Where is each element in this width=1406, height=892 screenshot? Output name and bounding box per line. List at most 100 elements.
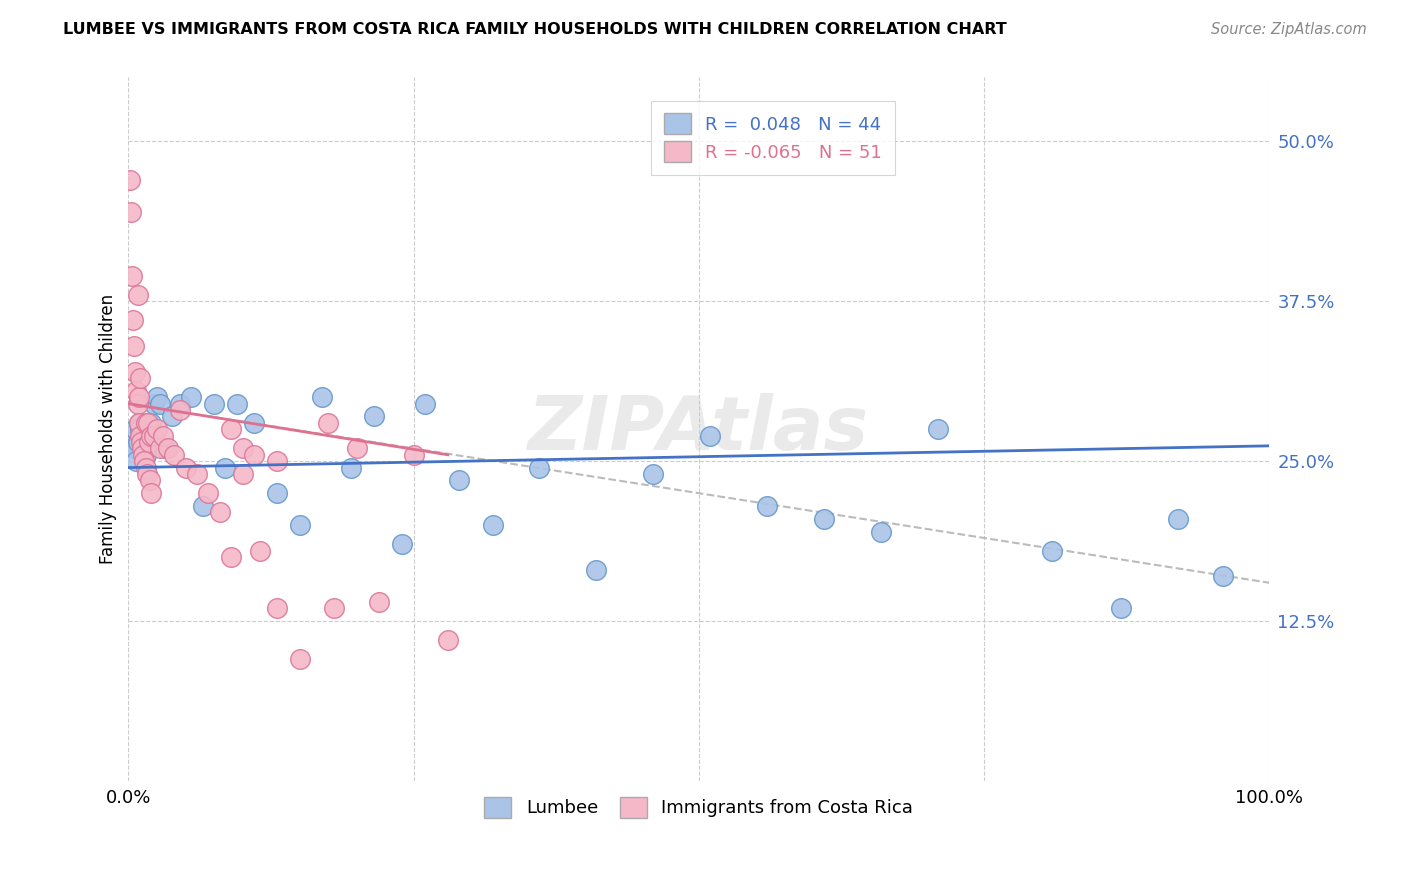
Point [132, 448, 155, 462]
Point [527, 460, 550, 475]
Point [139, 474, 162, 488]
Point [1212, 569, 1234, 583]
Point [346, 442, 368, 456]
Point [266, 486, 288, 500]
Point [128, 416, 150, 430]
Point [136, 416, 159, 430]
Point [1109, 601, 1132, 615]
Point [214, 460, 236, 475]
Point [585, 563, 607, 577]
Point [120, 204, 142, 219]
Point [368, 595, 391, 609]
Point [756, 499, 779, 513]
Point [413, 397, 436, 411]
Point [870, 524, 893, 539]
Point [311, 390, 333, 404]
Point [174, 460, 197, 475]
Point [149, 397, 172, 411]
Point [141, 416, 163, 430]
Point [131, 442, 153, 456]
Point [135, 467, 157, 481]
Point [127, 397, 149, 411]
Point [1167, 512, 1189, 526]
Point [124, 365, 146, 379]
Point [316, 416, 339, 430]
Point [122, 442, 145, 456]
Point [128, 390, 150, 404]
Point [482, 518, 505, 533]
Point [288, 518, 311, 533]
Point [927, 422, 949, 436]
Legend: Lumbee, Immigrants from Costa Rica: Lumbee, Immigrants from Costa Rica [477, 789, 921, 825]
Point [128, 422, 150, 436]
Point [153, 442, 176, 456]
Point [449, 474, 471, 488]
Point [266, 454, 288, 468]
Point [152, 428, 174, 442]
Point [125, 384, 148, 398]
Point [124, 422, 146, 436]
Point [643, 467, 665, 481]
Point [135, 416, 157, 430]
Point [142, 428, 165, 442]
Point [340, 460, 363, 475]
Point [127, 288, 149, 302]
Point [169, 397, 191, 411]
Point [266, 601, 288, 615]
Text: Source: ZipAtlas.com: Source: ZipAtlas.com [1211, 22, 1367, 37]
Point [288, 652, 311, 666]
Point [129, 435, 152, 450]
Point [141, 428, 163, 442]
Point [249, 543, 271, 558]
Point [402, 448, 425, 462]
Text: LUMBEE VS IMMIGRANTS FROM COSTA RICA FAMILY HOUSEHOLDS WITH CHILDREN CORRELATION: LUMBEE VS IMMIGRANTS FROM COSTA RICA FAM… [63, 22, 1007, 37]
Point [231, 442, 253, 456]
Point [322, 601, 344, 615]
Text: ZIPAtlas: ZIPAtlas [529, 392, 869, 466]
Point [180, 390, 202, 404]
Point [128, 428, 150, 442]
Point [125, 454, 148, 468]
Point [363, 409, 385, 424]
Point [131, 428, 153, 442]
Point [219, 422, 242, 436]
Point [169, 403, 191, 417]
Point [134, 454, 156, 468]
Point [197, 486, 219, 500]
Point [391, 537, 413, 551]
Point [146, 390, 169, 404]
Point [121, 435, 143, 450]
Point [138, 435, 160, 450]
Point [202, 397, 225, 411]
Point [243, 416, 266, 430]
Point [225, 397, 247, 411]
Point [231, 467, 253, 481]
Point [146, 422, 169, 436]
Point [243, 448, 266, 462]
Point [163, 448, 186, 462]
Point [157, 442, 180, 456]
Point [219, 550, 242, 565]
Point [127, 435, 149, 450]
Point [142, 397, 165, 411]
Point [135, 460, 157, 475]
Point [128, 416, 150, 430]
Point [160, 409, 183, 424]
Point [121, 268, 143, 283]
Point [118, 173, 141, 187]
Point [186, 467, 208, 481]
Point [1040, 543, 1063, 558]
Point [122, 339, 145, 353]
Point [208, 505, 231, 519]
Point [699, 428, 721, 442]
Point [138, 435, 160, 450]
Point [149, 442, 172, 456]
Point [141, 486, 163, 500]
Point [437, 633, 460, 648]
Point [122, 313, 145, 327]
Point [813, 512, 835, 526]
Point [191, 499, 214, 513]
Point [128, 371, 150, 385]
Y-axis label: Family Households with Children: Family Households with Children [100, 294, 117, 565]
Point [135, 448, 157, 462]
